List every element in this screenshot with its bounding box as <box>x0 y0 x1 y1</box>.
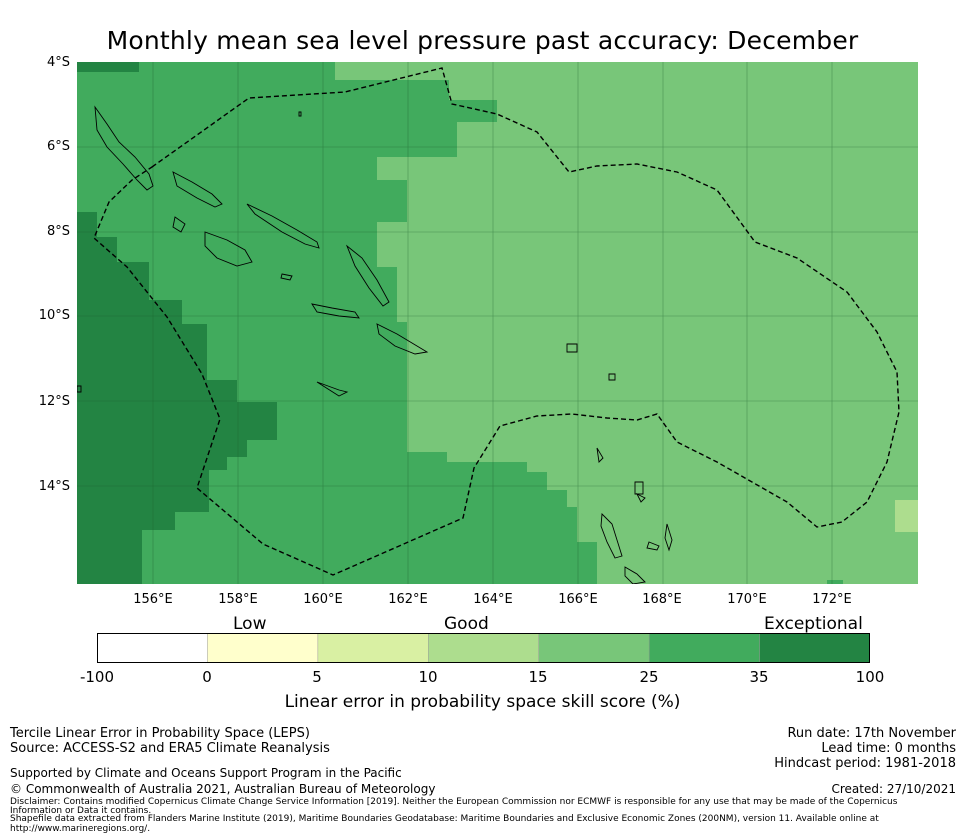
coastlines <box>77 105 673 584</box>
island-vanuatu-4 <box>624 566 646 584</box>
disclaimer-line-2: Information or Data it contains. <box>10 806 152 816</box>
lon-label: 158°E <box>218 592 258 607</box>
island-small <box>634 481 644 495</box>
skill-map <box>77 62 918 584</box>
island-small <box>596 447 604 463</box>
colorbar-segment <box>317 633 430 663</box>
colorbar-segment <box>97 633 209 663</box>
island-vanuatu-2 <box>664 523 673 552</box>
island-choiseul <box>172 171 223 208</box>
island-makira <box>311 303 360 319</box>
shapefile-line-1: Shapefile data extracted from Flanders M… <box>10 814 879 824</box>
lat-label: 14°S <box>38 479 70 494</box>
colorbar <box>97 633 870 663</box>
colorbar-tick: 100 <box>855 668 885 686</box>
island-small <box>635 492 646 503</box>
method-text: Tercile Linear Error in Probability Spac… <box>10 726 310 741</box>
created-text: Created: 27/10/2021 <box>831 782 956 796</box>
colorbar-segment <box>538 633 650 663</box>
lat-label: 10°S <box>38 308 70 323</box>
lon-label: 156°E <box>133 592 173 607</box>
island-small <box>77 385 82 393</box>
colorbar-tick: -100 <box>79 668 115 686</box>
shapefile-line-2: http://www.marineregions.org/. <box>10 824 151 834</box>
colorbar-segment <box>207 633 319 663</box>
island-small <box>608 373 616 381</box>
region-fair <box>895 500 918 532</box>
source-text: Source: ACCESS-S2 and ERA5 Climate Reana… <box>10 741 330 756</box>
colorbar-category-low: Low <box>233 614 267 634</box>
gridlines <box>77 62 918 584</box>
lon-label: 160°E <box>303 592 343 607</box>
region-exceptional <box>77 62 277 584</box>
copyright-text: © Commonwealth of Australia 2021, Austra… <box>10 782 436 796</box>
colorbar-tick: 25 <box>639 668 659 686</box>
lat-label: 12°S <box>38 394 70 409</box>
lat-label: 8°S <box>46 224 70 239</box>
colorbar-category-good: Good <box>444 614 489 634</box>
colorbar-tick: 10 <box>418 668 438 686</box>
island-santa-cruz <box>376 323 429 355</box>
island-bougainville <box>94 105 154 191</box>
colorbar-category-exceptional: Exceptional <box>764 614 863 634</box>
disclaimer-line-1: Disclaimer: Contains modified Copernicus… <box>10 797 898 807</box>
island-vanuatu-1 <box>600 512 623 559</box>
colorbar-tick: 5 <box>312 668 322 686</box>
lat-label: 6°S <box>46 139 70 154</box>
colorbar-tick: 15 <box>528 668 548 686</box>
region-strong <box>827 580 843 584</box>
eez-boundary <box>93 67 900 576</box>
lat-label: 4°S <box>46 55 70 70</box>
colorbar-segment <box>428 633 540 663</box>
island-santa-isabel <box>246 203 320 249</box>
lon-label: 168°E <box>642 592 682 607</box>
island-malaita <box>345 244 390 307</box>
hindcast-text: Hindcast period: 1981-2018 <box>774 756 956 771</box>
island-new-georgia <box>172 216 186 233</box>
lon-label: 166°E <box>558 592 598 607</box>
lon-label: 172°E <box>812 592 852 607</box>
lead-time-text: Lead time: 0 months <box>821 741 956 756</box>
island-rennell <box>280 273 293 281</box>
colorbar-segment <box>759 633 870 663</box>
island-small <box>316 381 349 397</box>
island-vanuatu-3 <box>646 541 660 551</box>
colorbar-label: Linear error in probability space skill … <box>284 692 681 712</box>
island-small <box>298 111 302 117</box>
island-guadalcanal <box>204 231 253 267</box>
colorbar-segment <box>648 633 761 663</box>
support-text: Supported by Climate and Oceans Support … <box>10 766 402 780</box>
lon-label: 162°E <box>388 592 428 607</box>
island-small <box>566 343 578 353</box>
skill-field <box>77 62 918 584</box>
colorbar-tick: 0 <box>202 668 212 686</box>
lon-label: 164°E <box>473 592 513 607</box>
run-date-text: Run date: 17th November <box>787 726 956 741</box>
colorbar-tick: 35 <box>749 668 769 686</box>
lon-label: 170°E <box>727 592 767 607</box>
chart-title: Monthly mean sea level pressure past acc… <box>106 26 859 55</box>
